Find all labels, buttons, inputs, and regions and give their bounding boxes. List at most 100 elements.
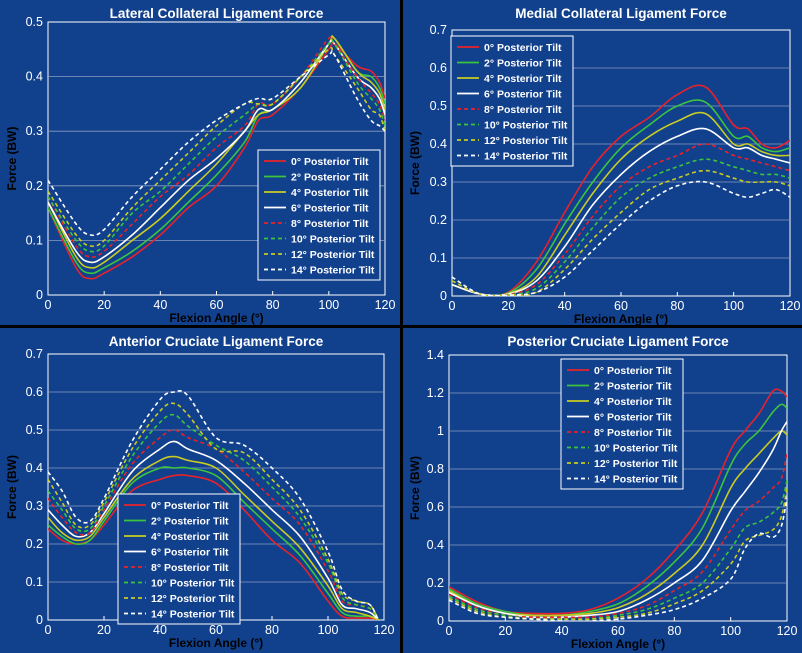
y-tick-label: 0.8 xyxy=(427,462,444,476)
series-line xyxy=(452,158,790,296)
x-tick-label: 80 xyxy=(667,624,681,638)
acl-force-chart: Anterior Cruciate Ligament Force 0 0.1 0.2 0… xyxy=(0,328,400,653)
y-axis-label: Force (BW) xyxy=(408,456,422,520)
y-tick-label: 0.2 xyxy=(26,179,43,193)
series-line xyxy=(48,455,379,620)
y-tick-label: 0.3 xyxy=(26,499,43,513)
series-line xyxy=(48,429,380,620)
series-line xyxy=(452,111,790,296)
series-line xyxy=(48,390,380,620)
y-tick-label: 0.7 xyxy=(26,347,43,361)
legend-label: 6° Posterior Tilt xyxy=(291,203,369,215)
legend-label: 14° Posterior Tilt xyxy=(484,151,568,163)
series-line xyxy=(449,497,787,621)
legend-label: 6° Posterior Tilt xyxy=(151,547,229,559)
y-tick-label: 0.6 xyxy=(427,500,444,514)
legend-label: 14° Posterior Tilt xyxy=(151,609,235,621)
y-tick-label: 0 xyxy=(440,289,447,303)
legend-box xyxy=(450,35,574,167)
legend-box xyxy=(560,358,684,490)
pcl-force-plot: Posterior Cruciate Ligament Force 0 0.2 0.4… xyxy=(408,334,798,651)
series-line xyxy=(449,453,787,619)
legend-label: 8° Posterior Tilt xyxy=(291,218,369,230)
legend-label: 10° Posterior Tilt xyxy=(594,443,678,455)
legend-label: 12° Posterior Tilt xyxy=(291,249,375,261)
y-tick-label: 0.2 xyxy=(430,213,447,227)
y-tick-label: 0.1 xyxy=(26,233,43,247)
legend-label: 0° Posterior Tilt xyxy=(291,156,369,168)
series-line xyxy=(48,41,385,280)
x-tick-label: 100 xyxy=(318,623,339,637)
pcl-force-chart: Posterior Cruciate Ligament Force 0 0.2 0.4… xyxy=(403,328,802,653)
y-tick-label: 0.5 xyxy=(430,99,447,113)
y-tick-label: 0.7 xyxy=(430,23,447,37)
x-axis-label: Flexion Angle (°) xyxy=(571,637,665,651)
series-line xyxy=(452,84,790,296)
x-tick-label: 40 xyxy=(558,299,572,313)
y-tick-label: 0.4 xyxy=(26,70,43,84)
legend-label: 14° Posterior Tilt xyxy=(594,474,678,486)
legend-label: 4° Posterior Tilt xyxy=(291,187,369,199)
chart-title: Medial Collateral Ligament Force xyxy=(515,6,727,21)
legend-label: 2° Posterior Tilt xyxy=(594,381,672,393)
mcl-force-plot: Medial Collateral Ligament Force 0 0.1 0.2 0… xyxy=(408,6,800,325)
lcl-force-plot: Lateral Collateral Ligament Force 0 0.1 0.2… xyxy=(5,6,396,325)
y-tick-label: 0 xyxy=(36,288,43,302)
legend-label: 4° Posterior Tilt xyxy=(484,73,562,85)
series-line xyxy=(48,38,385,264)
lcl-force-chart: Lateral Collateral Ligament Force 0 0.1 0.2… xyxy=(0,0,400,325)
y-tick-label: 0.6 xyxy=(26,385,43,399)
x-tick-label: 0 xyxy=(45,623,52,637)
y-tick-label: 1 xyxy=(437,424,444,438)
x-tick-label: 100 xyxy=(318,298,339,312)
legend-label: 10° Posterior Tilt xyxy=(291,234,375,246)
legend-label: 2° Posterior Tilt xyxy=(484,58,562,70)
legend-label: 0° Posterior Tilt xyxy=(484,42,562,54)
x-tick-label: 100 xyxy=(720,624,741,638)
series-line xyxy=(449,480,787,621)
x-tick-label: 120 xyxy=(777,624,798,638)
legend-label: 2° Posterior Tilt xyxy=(151,516,229,528)
series-line xyxy=(48,35,385,258)
x-tick-label: 0 xyxy=(449,299,456,313)
y-tick-label: 0.6 xyxy=(430,61,447,75)
x-tick-label: 40 xyxy=(153,298,167,312)
x-tick-label: 20 xyxy=(501,299,515,313)
acl-force-plot: Anterior Cruciate Ligament Force 0 0.1 0.2 0… xyxy=(5,334,395,650)
legend-label: 12° Posterior Tilt xyxy=(594,458,678,470)
x-tick-label: 80 xyxy=(670,299,684,313)
legend-box xyxy=(257,149,381,281)
chart-title: Posterior Cruciate Ligament Force xyxy=(507,334,729,349)
x-tick-label: 120 xyxy=(374,623,395,637)
legend-label: 8° Posterior Tilt xyxy=(151,562,229,574)
series-line xyxy=(452,180,790,296)
x-tick-label: 60 xyxy=(209,623,223,637)
y-tick-label: 0.2 xyxy=(427,576,444,590)
y-tick-label: 0 xyxy=(36,613,43,627)
series-line xyxy=(449,430,787,617)
legend-label: 0° Posterior Tilt xyxy=(151,500,229,512)
legend-label: 12° Posterior Tilt xyxy=(151,593,235,605)
y-tick-label: 0.5 xyxy=(26,423,43,437)
y-tick-label: 0 xyxy=(437,614,444,628)
series-line xyxy=(452,169,790,296)
x-tick-label: 60 xyxy=(210,298,224,312)
series-line xyxy=(48,402,380,620)
legend-box xyxy=(117,493,241,625)
legend-label: 10° Posterior Tilt xyxy=(151,578,235,590)
x-axis-label: Flexion Angle (°) xyxy=(574,312,668,325)
x-tick-label: 120 xyxy=(375,298,396,312)
series-line xyxy=(452,127,790,296)
y-tick-label: 0.3 xyxy=(26,124,43,138)
x-tick-label: 20 xyxy=(97,298,111,312)
x-tick-label: 80 xyxy=(266,298,280,312)
series-line xyxy=(48,466,379,620)
y-axis-label: Force (BW) xyxy=(5,127,19,191)
legend-label: 2° Posterior Tilt xyxy=(291,172,369,184)
legend-label: 4° Posterior Tilt xyxy=(594,396,672,408)
y-tick-label: 1.4 xyxy=(427,348,444,362)
series-line xyxy=(48,49,385,237)
legend-label: 12° Posterior Tilt xyxy=(484,135,568,147)
legend-label: 8° Posterior Tilt xyxy=(484,104,562,116)
x-axis-label: Flexion Angle (°) xyxy=(169,636,263,650)
